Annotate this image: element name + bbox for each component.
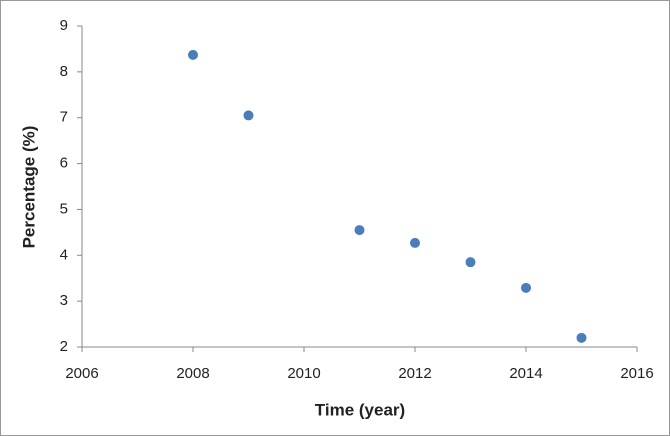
x-tick-label: 2014 <box>509 365 542 382</box>
point <box>521 282 531 293</box>
y-axis-title: Percentage (%) <box>19 126 38 249</box>
x-tick-label: 2008 <box>176 365 209 382</box>
point <box>243 110 254 121</box>
x-tick-label: 2016 <box>620 365 653 382</box>
x-tick-label: 2012 <box>398 365 431 382</box>
y-tick-label: 2 <box>60 338 68 355</box>
y-tick-label: 6 <box>60 155 68 172</box>
point <box>576 332 587 343</box>
y-tick-label: 4 <box>60 246 68 263</box>
y-tick-label: 3 <box>60 292 68 309</box>
point <box>465 257 476 268</box>
x-tick-label: 2010 <box>287 365 320 382</box>
y-tick-label: 5 <box>60 200 68 217</box>
x-tick-label: 2006 <box>65 365 98 382</box>
x-axis-title: Time (year) <box>315 400 405 419</box>
y-tick-label: 7 <box>60 109 68 126</box>
point <box>410 237 420 248</box>
point <box>354 225 365 236</box>
point <box>188 49 198 60</box>
y-tick-label: 9 <box>60 17 68 34</box>
y-tick-label: 8 <box>60 63 68 80</box>
